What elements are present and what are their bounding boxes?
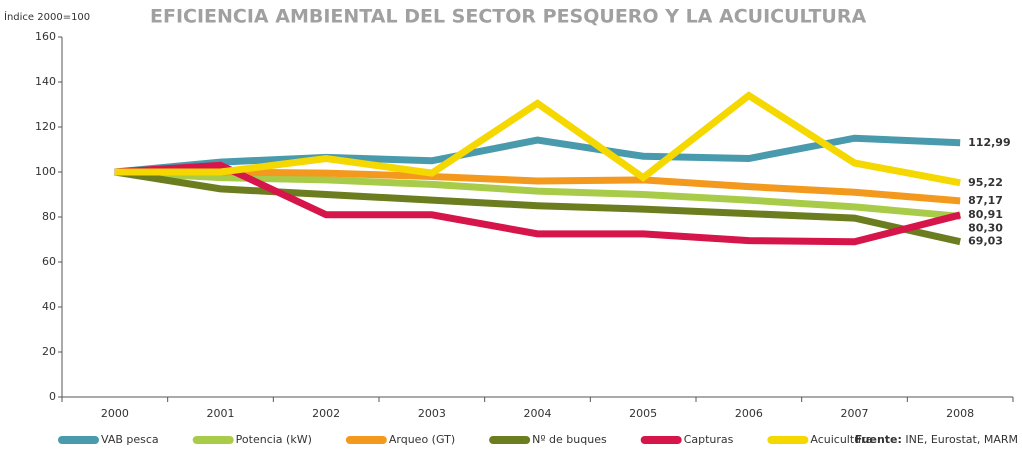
legend-label: Nº de buques [532, 433, 607, 446]
legend-label: Arqueo (GT) [389, 433, 455, 446]
y-tick-label: 100 [35, 165, 56, 178]
series-line [114, 134, 961, 176]
value-label: 87,17 [968, 194, 1003, 207]
chart-title: EFICIENCIA AMBIENTAL DEL SECTOR PESQUERO… [150, 6, 866, 28]
y-tick-label: 20 [42, 345, 56, 358]
x-tick-label: 2005 [629, 407, 657, 420]
y-tick-label: 120 [35, 120, 56, 133]
value-label: 95,22 [968, 176, 1003, 189]
x-tick-label: 2007 [841, 407, 869, 420]
legend-label: Acuicultura [810, 433, 872, 446]
value-label: 80,91 [968, 208, 1003, 221]
source-label: Fuente: [855, 433, 902, 446]
series-line [114, 168, 961, 205]
legend-label: VAB pesca [101, 433, 159, 446]
y-tick-label: 160 [35, 30, 56, 43]
source: Fuente: INE, Eurostat, MARM [855, 433, 1018, 446]
y-tick-label: 80 [42, 210, 56, 223]
y-tick-label: 0 [49, 390, 56, 403]
legend-label: Potencia (kW) [236, 433, 312, 446]
source-text: INE, Eurostat, MARM [905, 433, 1018, 446]
x-tick-label: 2000 [101, 407, 129, 420]
value-label: 80,30 [968, 221, 1003, 234]
y-tick-label: 40 [42, 300, 56, 313]
series-line [114, 91, 961, 187]
x-tick-label: 2002 [312, 407, 340, 420]
x-tick-label: 2001 [207, 407, 235, 420]
series-line [114, 161, 962, 246]
value-label: 69,03 [968, 235, 1003, 248]
y-axis-label: Índice 2000=100 [4, 10, 90, 23]
value-label: 112,99 [968, 136, 1010, 149]
x-tick-label: 2004 [524, 407, 552, 420]
y-tick-label: 140 [35, 75, 56, 88]
x-tick-label: 2003 [418, 407, 446, 420]
y-tick-label: 60 [42, 255, 56, 268]
x-tick-label: 2006 [735, 407, 763, 420]
legend-label: Capturas [684, 433, 734, 446]
series-line [114, 168, 961, 246]
x-tick-label: 2008 [946, 407, 974, 420]
